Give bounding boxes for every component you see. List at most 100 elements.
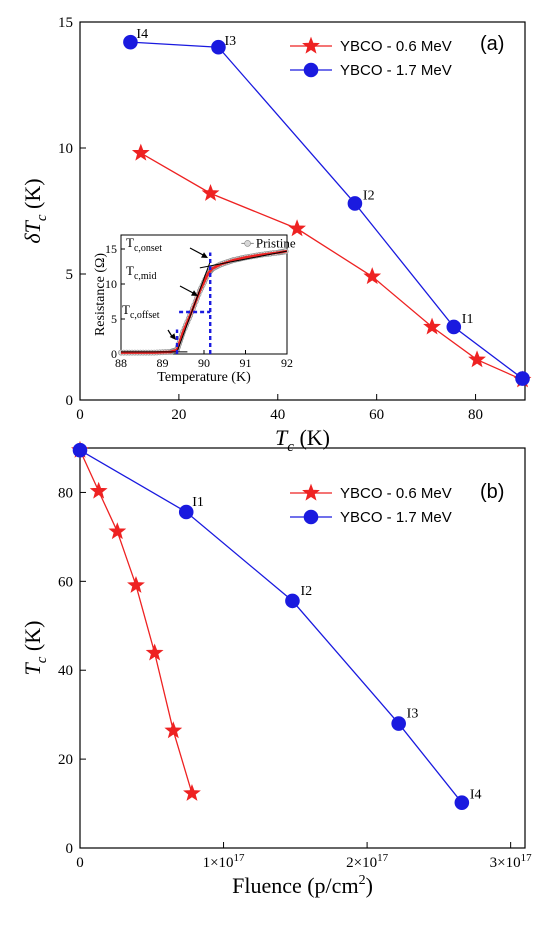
y-tick-label: 15 (58, 15, 73, 31)
point-label: I1 (192, 495, 204, 510)
inset-y-axis-label: Resistance (Ω) (93, 253, 108, 336)
x-tick-label: 2×1017 (346, 852, 388, 871)
x-tick-label-exponent: 17 (377, 852, 389, 864)
y-tick-label: 5 (66, 267, 74, 283)
inset-x-tick-label: 91 (240, 356, 252, 370)
data-point (423, 317, 441, 335)
y-tick-label: 20 (58, 752, 73, 768)
data-point (123, 34, 138, 50)
x-tick-label: 20 (171, 407, 186, 423)
inset-annotation-main: T (126, 263, 134, 278)
x-axis-label: Fluence (p/cm2) (232, 873, 373, 898)
data-point (391, 716, 406, 731)
inset-x-tick-label: 92 (281, 356, 293, 370)
data-point (515, 371, 530, 386)
x-axis-label-sub: c (287, 439, 294, 455)
y-axis-label-unit: (K) (20, 178, 45, 214)
x-tick-label-exponent: 17 (521, 852, 533, 864)
legend-marker (302, 36, 320, 54)
legend-marker (302, 483, 320, 501)
y-axis-label-main: T (20, 661, 45, 675)
data-point (183, 783, 201, 801)
plot-frame (79, 21, 526, 401)
plot-frame (79, 447, 526, 849)
data-point (164, 721, 183, 739)
y-tick-label: 0 (66, 841, 74, 857)
data-point (108, 522, 127, 540)
data-point (454, 795, 470, 810)
data-point (72, 442, 88, 458)
inset-arrow-head (169, 333, 176, 340)
legend-entry: YBCO - 1.7 MeV (340, 62, 452, 79)
inset-x-tick-label: 88 (115, 356, 127, 370)
inset-legend-marker (244, 240, 251, 247)
panel-label: (a) (480, 33, 504, 55)
inset-annotation: Tc,mid (126, 263, 156, 282)
point-label: I1 (462, 312, 474, 327)
legend-entry: YBCO - 1.7 MeV (340, 509, 452, 526)
inset-arrow-line (179, 285, 196, 295)
point-label: I2 (300, 584, 312, 599)
y-axis-label-sub: c (34, 214, 50, 221)
y-axis-label-unit: (K) (20, 621, 45, 657)
point-label: I3 (224, 34, 236, 49)
inset-arrow-head (191, 290, 198, 296)
x-tick-label-exponent: 17 (234, 852, 246, 864)
y-axis-label-main: T (20, 219, 45, 233)
y-tick-label: 40 (58, 663, 73, 679)
x-tick-label-base: 2×10 (346, 855, 377, 871)
inset-x-axis-label: Temperature (K) (157, 370, 251, 385)
inset-annotation: Tc,offset (122, 302, 160, 321)
inset-y-tick-label: 0 (111, 347, 117, 361)
inset-chart: 88 89 90 91 92 0 5 10 15 Temperature (K) Resistanc… (93, 234, 296, 385)
inset-annotation-main: T (122, 302, 130, 317)
x-tick-label: 3×1017 (490, 852, 532, 871)
data-point (89, 481, 108, 499)
inset-legend-entry: Pristine (256, 235, 296, 250)
y-axis-label-sub: c (34, 656, 50, 663)
inset-annotation-main: T (126, 235, 134, 250)
x-tick-label: 40 (270, 407, 285, 423)
inset-tangent-line (199, 250, 288, 269)
x-tick-label: 0 (76, 855, 84, 871)
legend-entry: YBCO - 0.6 MeV (340, 485, 452, 502)
inset-y-tick-label: 5 (111, 312, 117, 326)
inset-annotation-sub: c,onset (134, 243, 162, 254)
data-point (288, 219, 306, 237)
y-tick-label: 80 (58, 485, 73, 501)
data-point (285, 593, 300, 609)
point-label: I4 (136, 27, 148, 42)
inset-annotation-sub: c,offset (130, 310, 160, 321)
inset-annotation-sub: c,mid (134, 271, 157, 282)
x-tick-label: 60 (369, 407, 384, 423)
inset-y-tick-label: 10 (105, 277, 117, 291)
panel-label: (b) (480, 481, 504, 503)
x-tick-label: 1×1017 (203, 852, 245, 871)
y-tick-label: 0 (66, 393, 74, 409)
y-axis-label: δTc (K) (20, 178, 50, 243)
data-point (145, 643, 164, 661)
data-point (127, 575, 145, 593)
y-axis-label: Tc (K) (20, 621, 50, 676)
inset-x-tick-label: 90 (198, 356, 210, 370)
x-tick-label-base: 3×10 (490, 855, 521, 871)
x-tick-label-base: 1×10 (203, 855, 234, 871)
inset-tangent-line (176, 261, 211, 353)
point-label: I4 (470, 788, 482, 803)
inset-y-tick-label: 15 (105, 242, 117, 256)
y-tick-label: 10 (58, 141, 73, 157)
x-tick-label: 80 (468, 407, 483, 423)
data-point (347, 196, 363, 211)
y-tick-label: 60 (58, 574, 73, 590)
data-point (201, 184, 220, 201)
inset-arrow-head (201, 252, 208, 258)
inset-annotation: Tc,onset (126, 235, 162, 254)
data-point (131, 143, 150, 161)
data-point (363, 267, 382, 285)
data-point (178, 504, 194, 520)
inset-arrow-line (189, 247, 206, 257)
data-point (446, 319, 462, 335)
